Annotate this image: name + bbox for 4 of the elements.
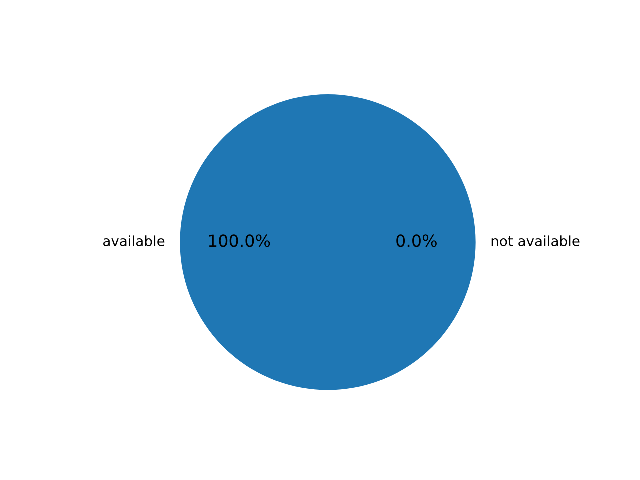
category-label: not available: [492, 236, 580, 246]
text: 0.0%: [396, 234, 437, 248]
data-label: 100.0%: [209, 234, 270, 248]
slice-label: available: [104, 236, 165, 246]
